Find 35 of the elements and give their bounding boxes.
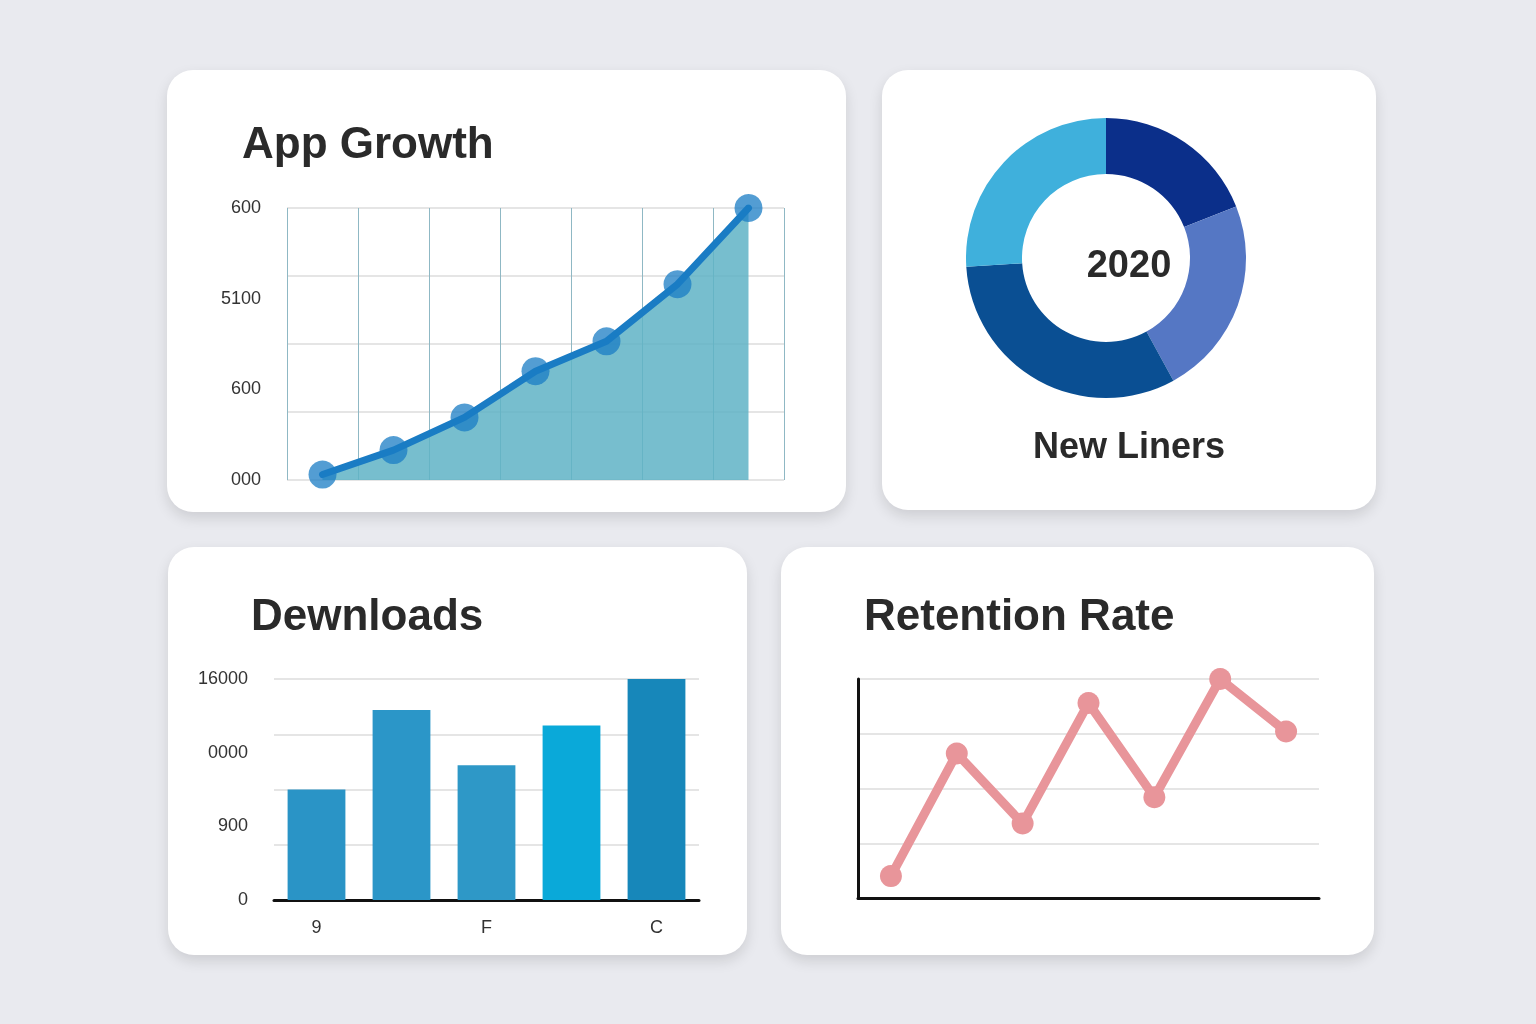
text: 600 bbox=[230, 378, 262, 399]
bar bbox=[372, 709, 431, 900]
x-tick-label: F bbox=[481, 917, 492, 937]
bar bbox=[457, 765, 516, 900]
text: 0 bbox=[237, 889, 248, 909]
text: 2020 bbox=[1086, 243, 1172, 285]
bar bbox=[542, 725, 601, 900]
text: 16000 bbox=[197, 668, 249, 688]
point bbox=[1275, 720, 1298, 743]
text: 0000 bbox=[207, 741, 248, 762]
point bbox=[521, 357, 550, 386]
point bbox=[308, 460, 337, 489]
point bbox=[592, 327, 621, 356]
text: 900 bbox=[217, 815, 249, 836]
text: 000 bbox=[230, 469, 262, 489]
point bbox=[1143, 786, 1166, 809]
x-tick-label: 9 bbox=[311, 917, 322, 937]
chart-title: App Growth bbox=[242, 117, 494, 167]
point bbox=[450, 403, 479, 432]
bar bbox=[287, 789, 346, 900]
bar bbox=[627, 679, 686, 900]
text: New Liners bbox=[1032, 424, 1226, 466]
text: 5100 bbox=[220, 287, 261, 308]
point bbox=[879, 865, 902, 888]
point bbox=[663, 270, 692, 299]
point bbox=[945, 742, 968, 765]
chart-title: Dewnloads bbox=[251, 589, 484, 639]
point bbox=[1209, 668, 1232, 690]
point bbox=[734, 194, 763, 222]
x-tick-label: C bbox=[650, 917, 663, 937]
point bbox=[1011, 812, 1034, 835]
point bbox=[379, 436, 408, 465]
text: 600 bbox=[230, 197, 262, 217]
chart-title: Retention Rate bbox=[864, 589, 1175, 639]
point bbox=[1077, 692, 1100, 715]
